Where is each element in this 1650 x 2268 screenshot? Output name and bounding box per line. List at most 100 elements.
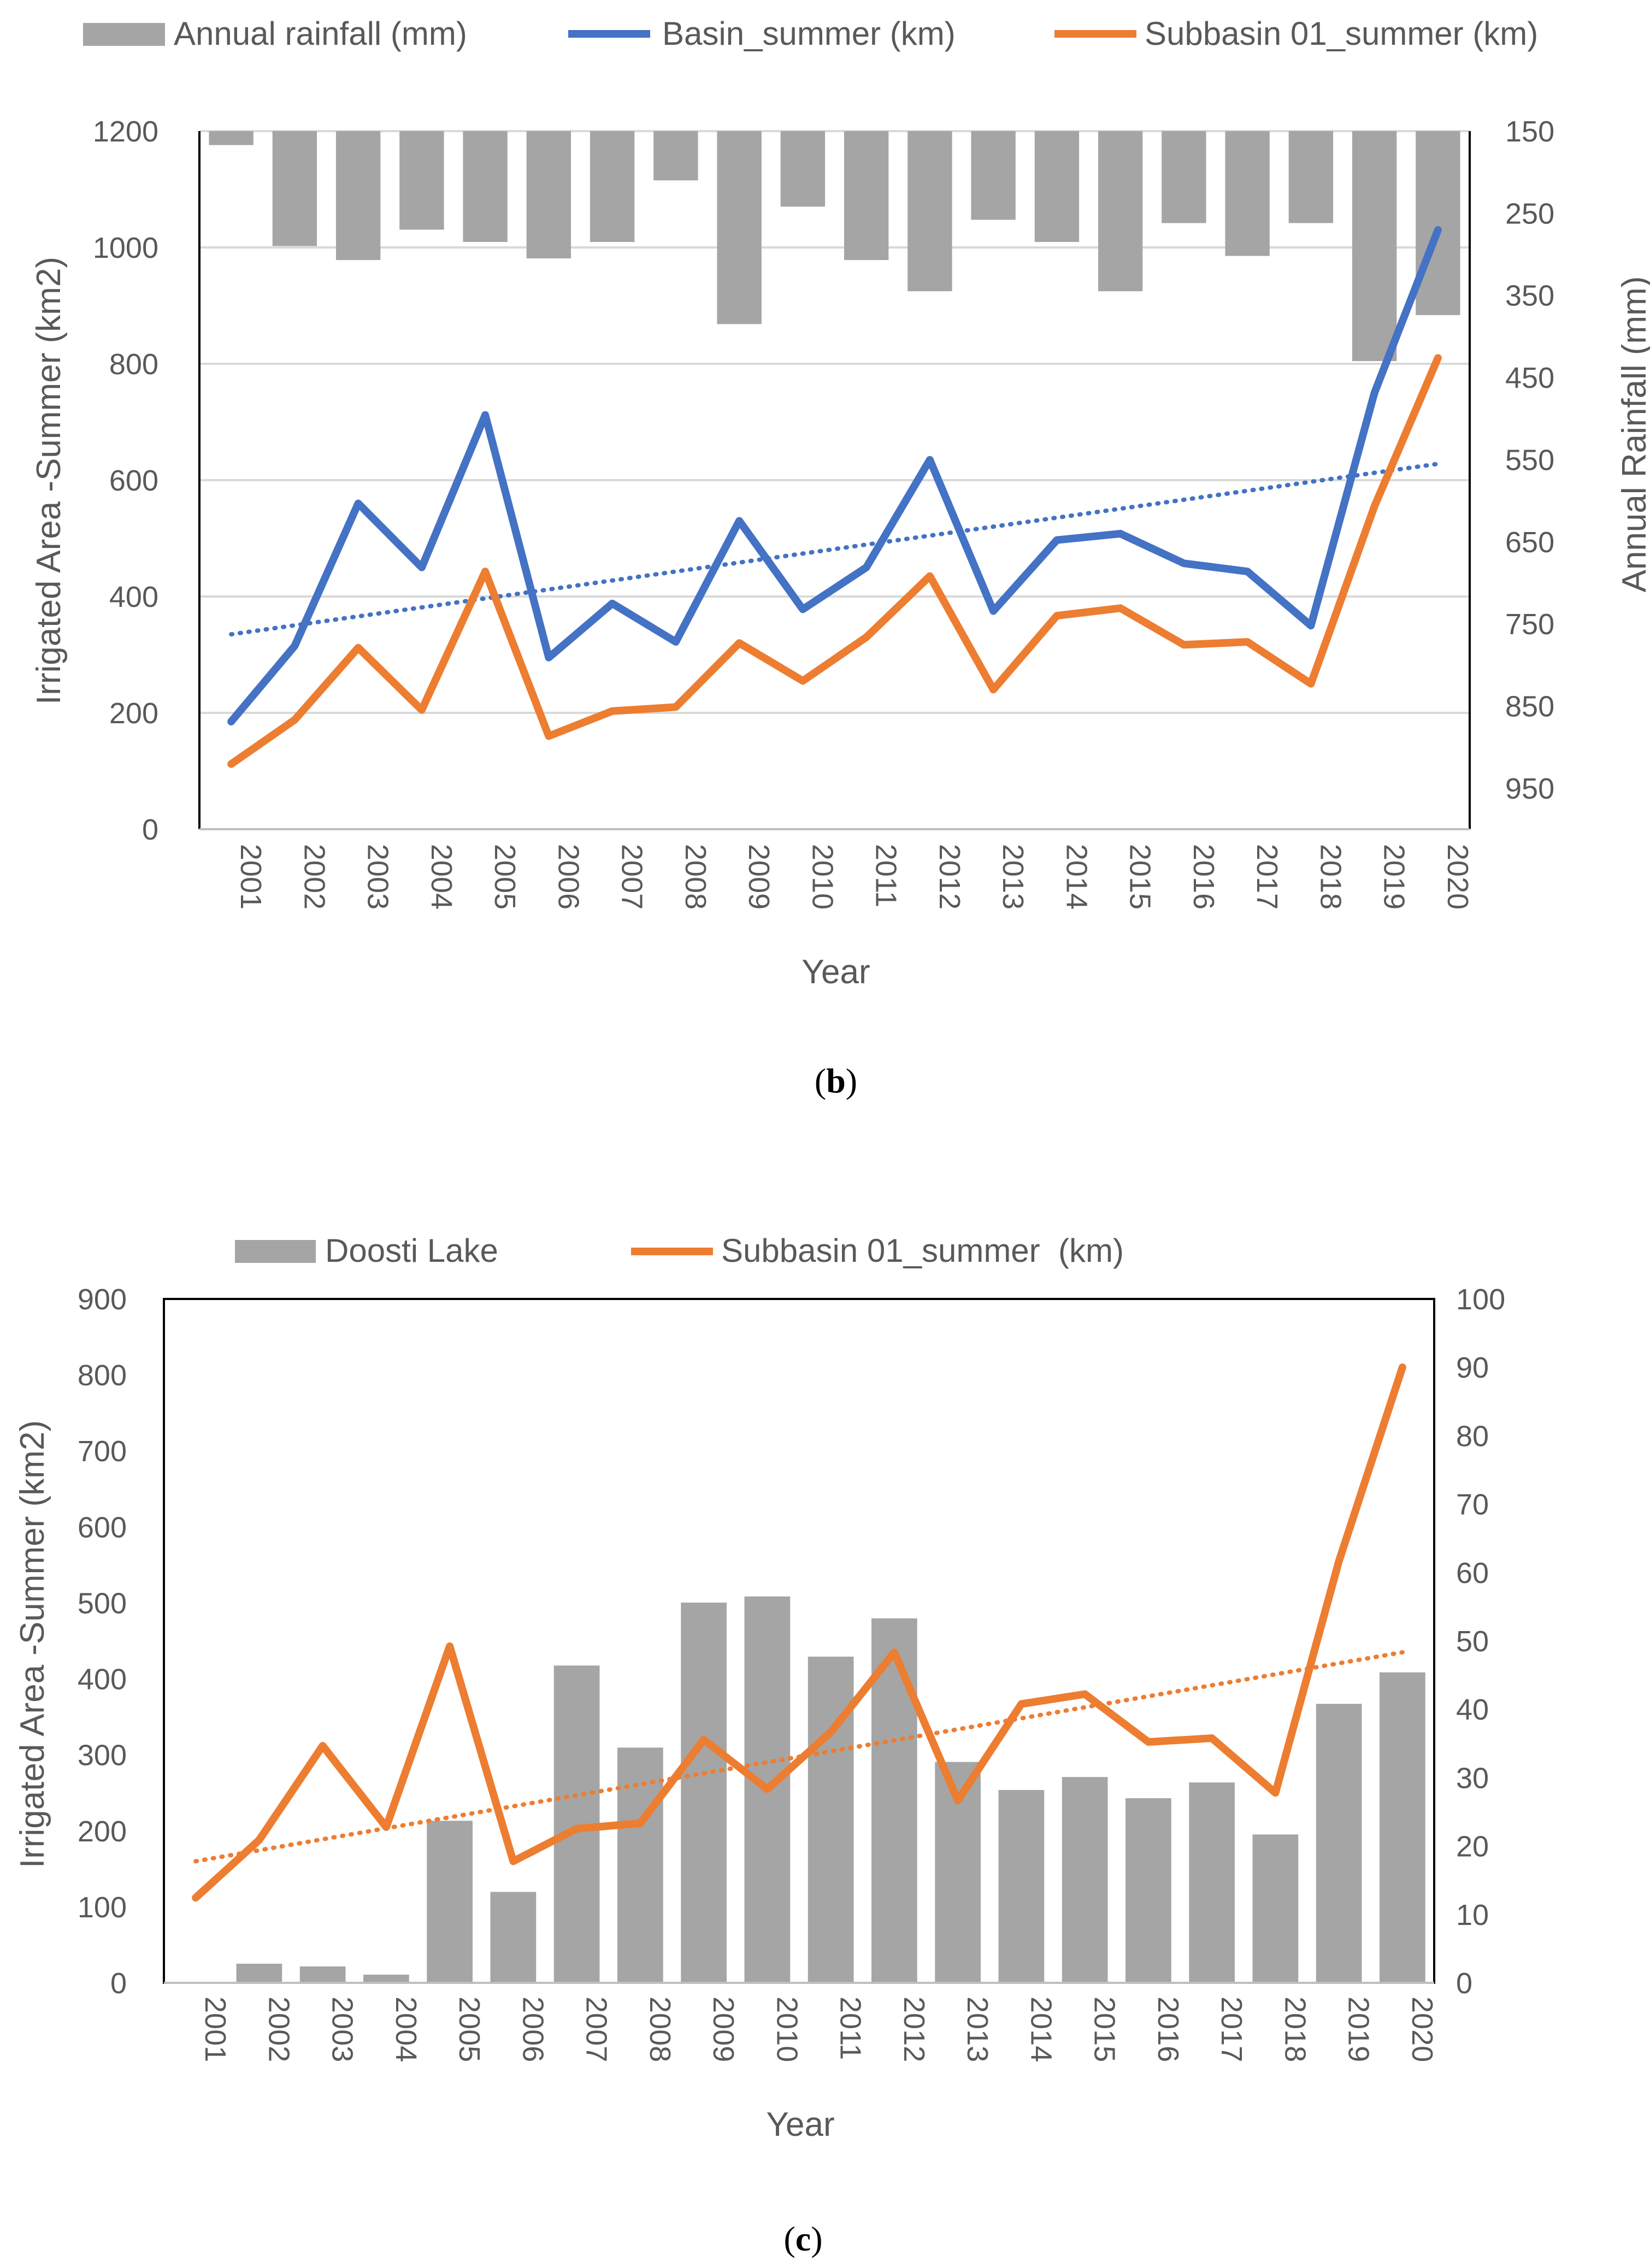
panel-b-left-tick-label: 800 — [109, 348, 158, 381]
panel-c-x-tick-label: 2015 — [1088, 1997, 1121, 2062]
panel-b-gridlines — [199, 130, 1470, 714]
panel-c-lines — [192, 1363, 1406, 1902]
panel-b-right-tick-label: 550 — [1505, 444, 1554, 476]
legend-rainfall-swatch — [83, 23, 165, 46]
panel-b-right-tick-label: 950 — [1505, 772, 1554, 805]
panel-c-right-tick-label: 30 — [1456, 1762, 1489, 1794]
panel-c-left-tick-label: 400 — [78, 1663, 127, 1696]
doosti-lake-bar-2017 — [1189, 1782, 1235, 1983]
panel-b-left-ticks: 0 200 400 600 800 1000 1200 — [93, 115, 158, 846]
panel-c-right-tick-label: 60 — [1456, 1557, 1489, 1590]
panel-b-lines — [227, 226, 1442, 768]
panel-c-right-tick-label: 100 — [1456, 1283, 1505, 1316]
panel-b-right-tick-label: 250 — [1505, 197, 1554, 230]
panel-c-x-tick-label: 2016 — [1152, 1997, 1185, 2062]
rainfall-bar-2004 — [399, 131, 444, 230]
panel-c-plot-frame — [163, 1298, 1435, 1984]
panel-b-x-tick-label: 2005 — [488, 844, 521, 909]
panel-b-right-tick-label: 350 — [1505, 280, 1554, 312]
legend-doosti-label: Doosti Lake — [325, 1232, 498, 1269]
panel-b-x-tick-label: 2002 — [298, 844, 331, 909]
rainfall-bar-2006 — [526, 131, 571, 259]
doosti-lake-bar-2019 — [1316, 1704, 1362, 1983]
panel-b-x-tick-label: 2011 — [870, 844, 903, 907]
panel-b-caption: (b) — [815, 1061, 857, 1100]
rainfall-bar-2016 — [1162, 131, 1206, 223]
panel-c-left-tick-label: 600 — [78, 1511, 127, 1544]
panel-b-axes — [198, 131, 1471, 830]
panel-b-x-tick-label: 2020 — [1441, 844, 1474, 909]
doosti-lake-bar-2003 — [299, 1966, 346, 1983]
basin-trendline — [229, 462, 1440, 637]
doosti-lake-bar-2005 — [427, 1821, 473, 1983]
panel-c-x-tick-label: 2020 — [1406, 1997, 1439, 2062]
panel-c-x-tick-label: 2005 — [453, 1997, 486, 2062]
panel-c-left-tick-label: 800 — [78, 1359, 127, 1392]
doosti-lake-bar-2004 — [363, 1974, 409, 1983]
panel-c-right-tick-label: 20 — [1456, 1830, 1489, 1863]
panel-b-x-tick-label: 2014 — [1060, 844, 1093, 909]
panel-b-right-ticks: 150 250 350 450 550 650 750 850 950 — [1505, 115, 1554, 805]
rainfall-bar-2001 — [209, 131, 254, 145]
panel-b-right-tick-label: 850 — [1505, 690, 1554, 723]
panel-c-x-tick-label: 2009 — [707, 1997, 740, 2062]
panel-b-x-tick-label: 2006 — [552, 844, 585, 909]
panel-c-x-tick-label: 2014 — [1024, 1997, 1057, 2062]
panel-c-x-tick-label: 2007 — [580, 1997, 613, 2062]
doosti-lake-bar-2020 — [1380, 1672, 1425, 1983]
rainfall-bar-2007 — [590, 131, 635, 242]
panel-c-x-tick-label: 2001 — [199, 1997, 232, 2062]
rainfall-bar-2015 — [1098, 131, 1143, 292]
panel-b-y-axis-title: Irrigated Area -Summer (km2) — [30, 257, 68, 705]
panel-b-x-tick-label: 2008 — [679, 844, 712, 909]
panel-b-x-tick-label: 2017 — [1251, 844, 1283, 909]
legend-doosti-swatch — [235, 1240, 316, 1263]
panel-c-x-tick-label: 2008 — [644, 1997, 676, 2062]
panel-c-left-tick-label: 900 — [78, 1283, 127, 1316]
basin-summer-line — [227, 226, 1442, 725]
panel-b-left-tick-label: 200 — [109, 697, 158, 730]
panel-b-right-tick-label: 750 — [1505, 608, 1554, 641]
panel-c-x-tick-label: 2012 — [898, 1997, 930, 2062]
doosti-lake-bar-2009 — [681, 1602, 727, 1983]
panel-c-left-ticks: 0 100 200 300 400 500 600 700 800 900 — [78, 1283, 127, 2000]
panel-b-x-tick-label: 2019 — [1378, 844, 1411, 909]
doosti-lake-bar-2011 — [808, 1656, 854, 1983]
rainfall-bar-2018 — [1288, 131, 1334, 223]
doosti-lake-bar-2018 — [1252, 1834, 1299, 1983]
panel-b-x-tick-label: 2010 — [806, 844, 839, 909]
panel-b-x-tick-label: 2016 — [1187, 844, 1220, 909]
panel-c-left-tick-label: 700 — [78, 1435, 127, 1468]
panel-b-right-axis-title: Annual Rainfall (mm) — [1616, 276, 1650, 593]
panel-b-x-tick-label: 2003 — [362, 844, 394, 909]
panel-b-trendline — [229, 462, 1440, 637]
rainfall-bar-2010 — [780, 131, 826, 207]
panel-c-left-tick-label: 500 — [78, 1587, 127, 1620]
subbasin-summer-line — [227, 354, 1442, 768]
panel-b-right-tick-label: 450 — [1505, 362, 1554, 394]
panel-c-x-tick-label: 2019 — [1342, 1997, 1375, 2062]
rainfall-bar-2020 — [1416, 131, 1460, 315]
doosti-lake-bar-2015 — [1062, 1777, 1108, 1983]
rainfall-bar-2012 — [908, 131, 952, 292]
panel-b-x-tick-label: 2018 — [1314, 844, 1347, 909]
panel-c-chart: 0 100 200 300 400 500 600 700 800 900 0 10 20 30 40 50… — [14, 1232, 1505, 2258]
panel-c-x-tick-label: 2004 — [390, 1997, 422, 2062]
doosti-lake-bar-2002 — [236, 1963, 282, 1983]
panel-c-y-axis-title: Irrigated Area -Summer (km2) — [14, 1420, 51, 1868]
panel-b-left-tick-label: 1200 — [93, 115, 158, 148]
panel-b-x-tick-label: 2012 — [933, 844, 966, 909]
panel-c-x-tick-label: 2010 — [770, 1997, 803, 2062]
panel-b-x-tick-label: 2004 — [425, 844, 458, 909]
rainfall-bar-2013 — [971, 131, 1016, 220]
panel-c-x-tick-label: 2002 — [262, 1997, 295, 2062]
rainfall-bar-2009 — [717, 131, 762, 324]
panel-b-x-tick-label: 2009 — [742, 844, 775, 909]
rainfall-bar-2019 — [1352, 131, 1397, 361]
panel-b-left-tick-label: 0 — [142, 813, 158, 846]
panel-b-x-tick-label: 2013 — [997, 844, 1029, 909]
panel-b-left-tick-label: 600 — [109, 464, 158, 497]
panel-c-x-ticks: 2001 2002 2003 2004 2005 2006 2007 2008 2009 2010… — [199, 1997, 1439, 2062]
panel-b-right-tick-label: 650 — [1505, 526, 1554, 559]
